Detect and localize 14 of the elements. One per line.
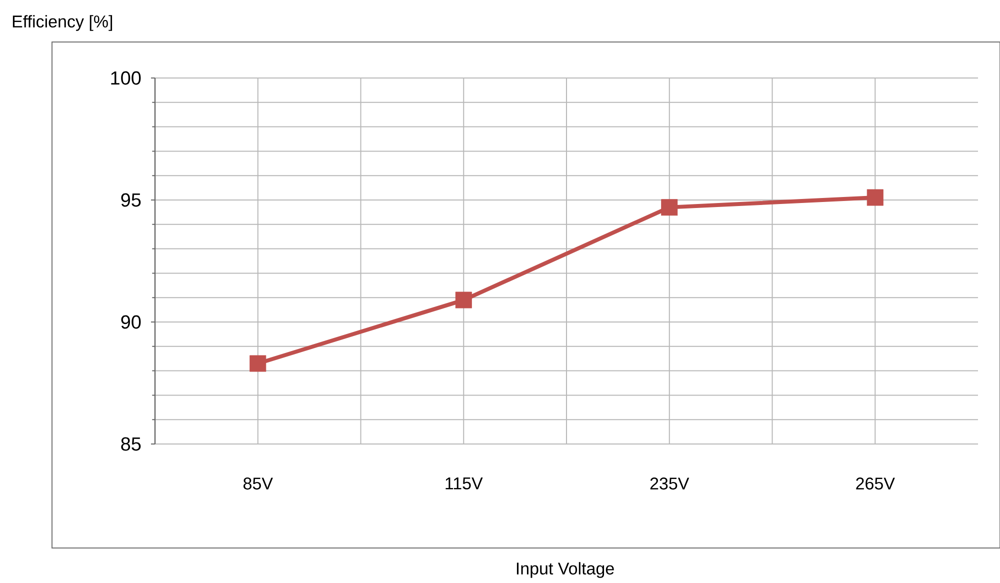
y-tick-label: 85 [121,437,141,451]
x-tick-label: 235V [650,478,690,490]
x-tick-label: 265V [856,478,895,490]
y-tick-label: 100 [111,71,141,85]
point [455,292,472,308]
x-tick-label: 115V [446,478,483,490]
point [661,199,678,216]
x-tick-label: 85V [243,478,273,490]
y-axis-title: Efficiency [%] [12,15,112,31]
y-tick-label: 90 [121,315,141,329]
y-tick-label: 95 [121,193,141,207]
x-axis-title: Input Voltage [516,562,614,578]
point [250,355,266,372]
point [866,189,884,206]
